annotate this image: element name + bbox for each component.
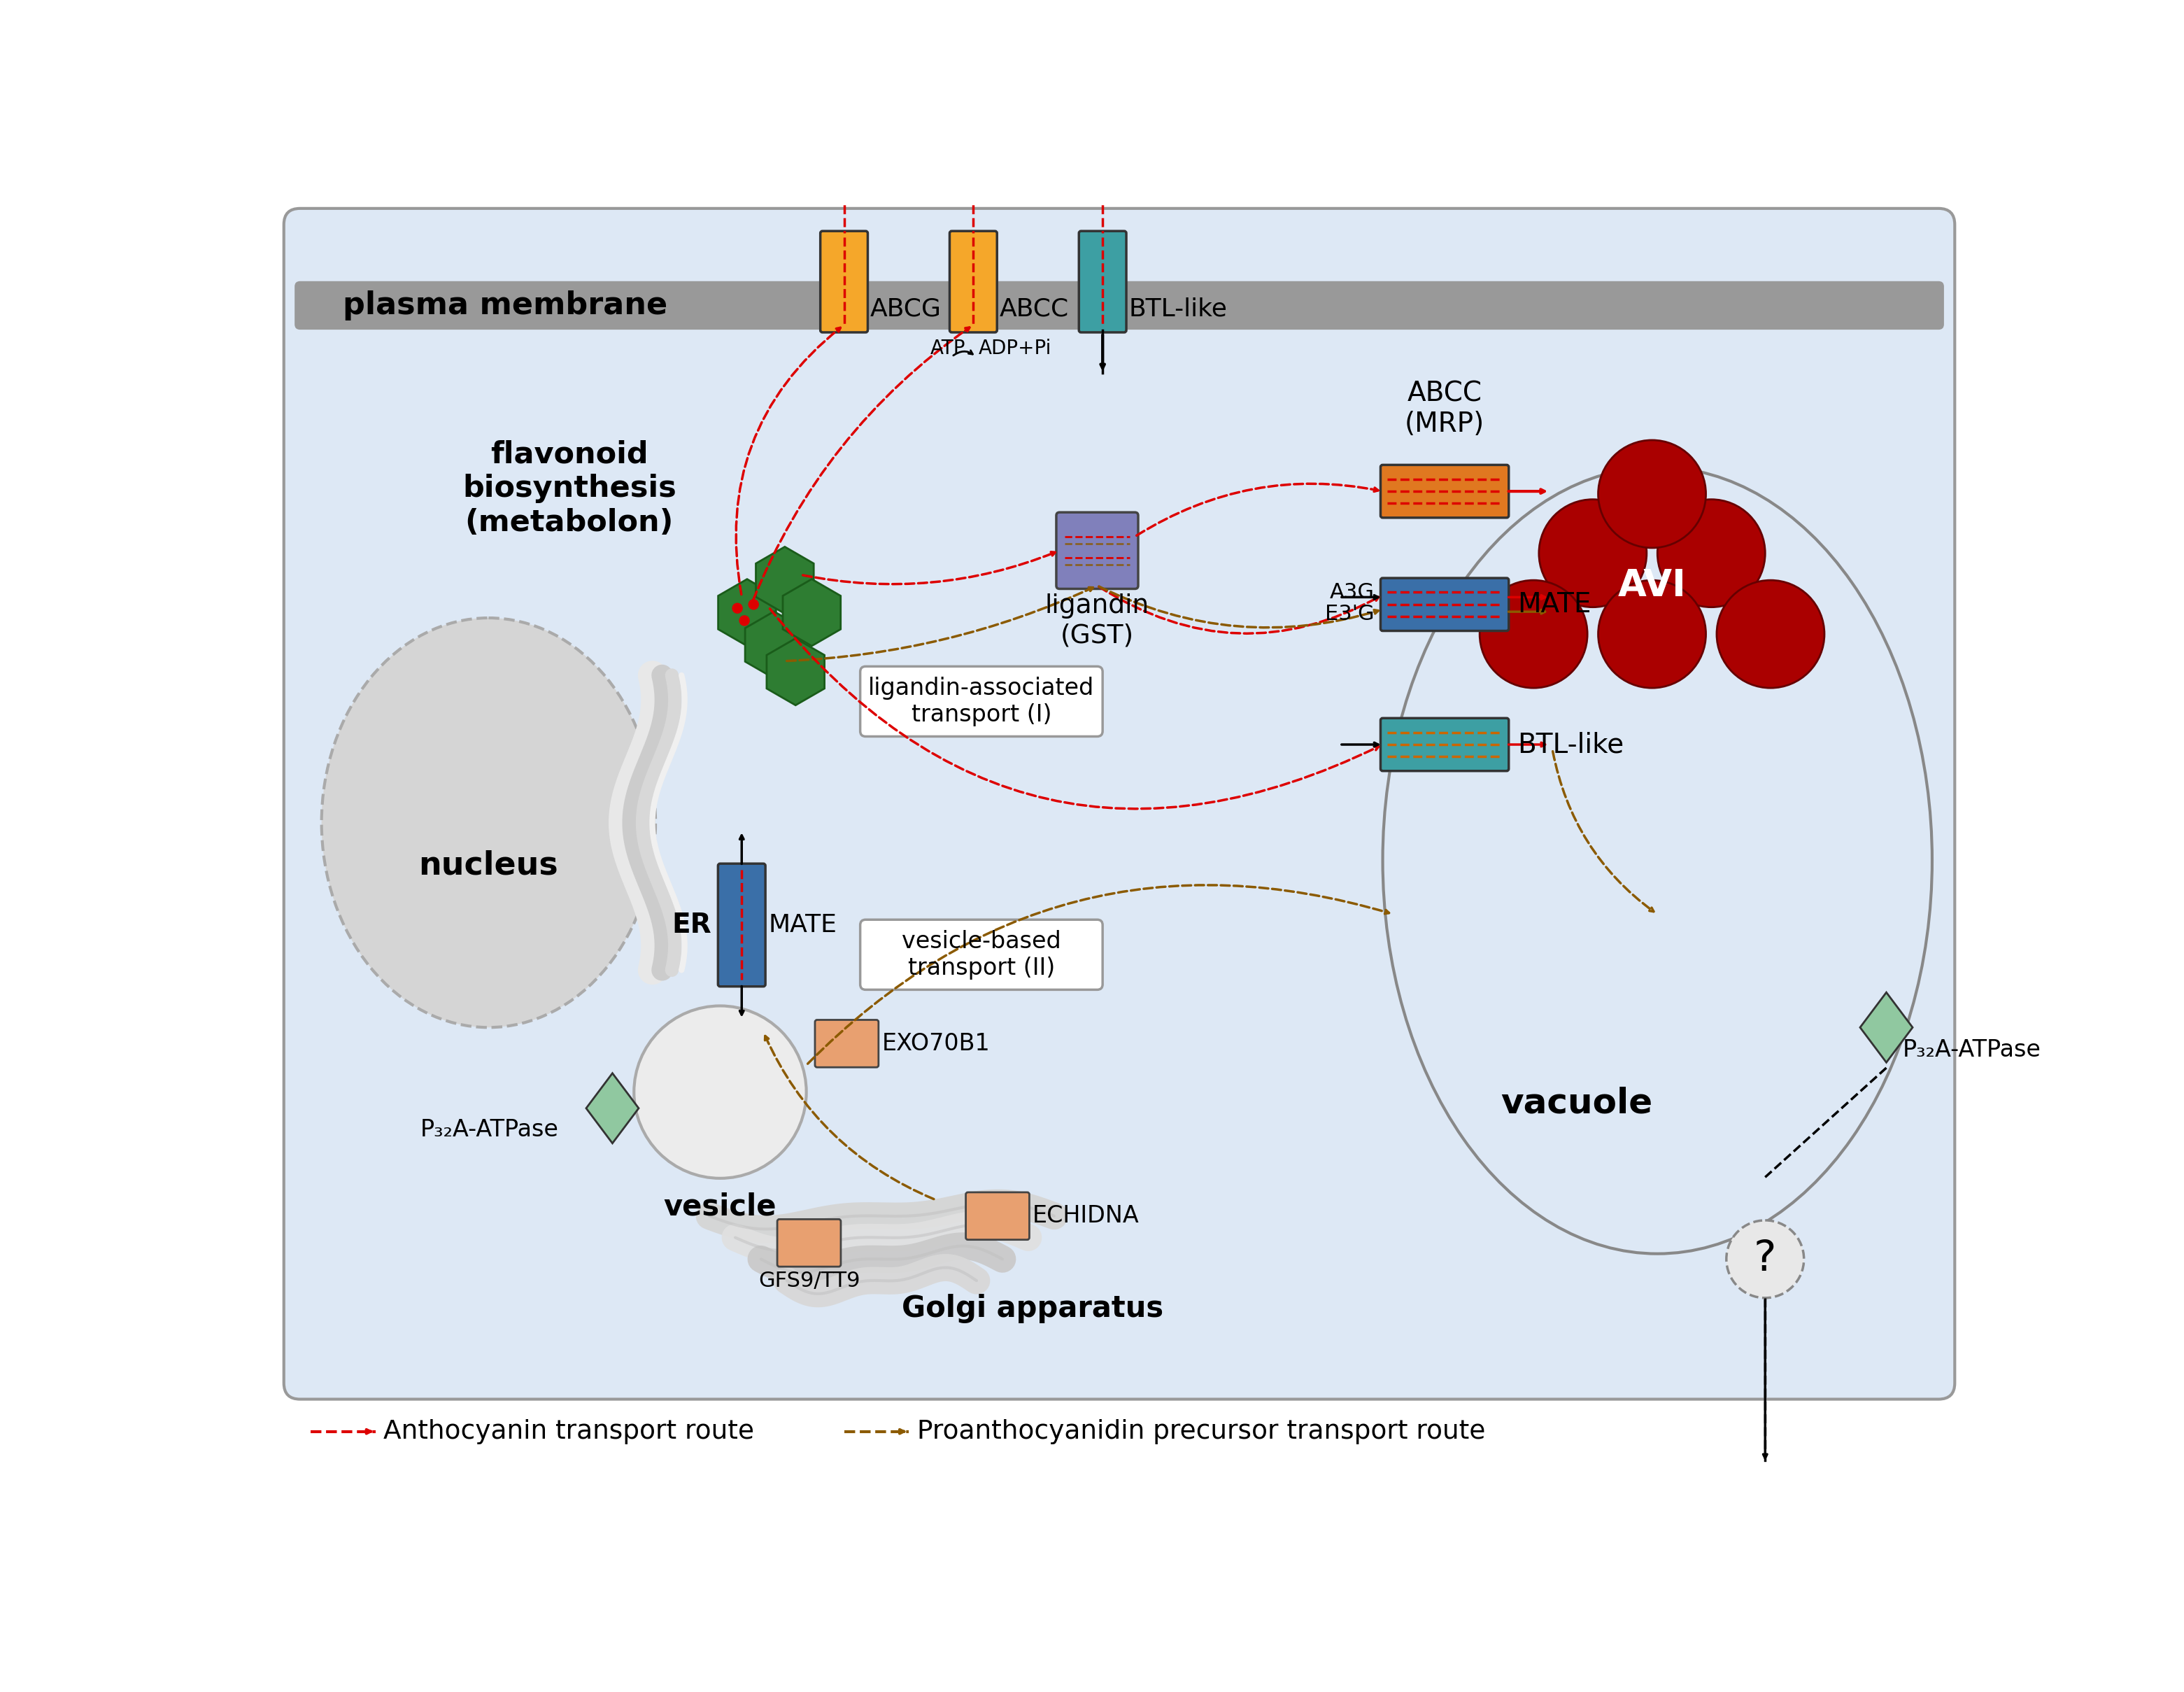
FancyBboxPatch shape — [719, 863, 764, 986]
Text: ADP+Pi: ADP+Pi — [978, 338, 1053, 359]
Circle shape — [732, 602, 743, 614]
Text: ligandin-associated
transport (I): ligandin-associated transport (I) — [869, 677, 1094, 726]
Circle shape — [1717, 580, 1824, 689]
Ellipse shape — [1382, 467, 1933, 1254]
FancyBboxPatch shape — [1380, 717, 1509, 772]
Circle shape — [749, 599, 760, 609]
Text: AVI: AVI — [1618, 567, 1686, 604]
FancyBboxPatch shape — [284, 208, 1955, 1399]
Text: Anthocyanin transport route: Anthocyanin transport route — [384, 1420, 753, 1443]
Text: E3'G: E3'G — [1326, 604, 1374, 624]
Circle shape — [1658, 499, 1765, 607]
Text: nucleus: nucleus — [419, 849, 559, 882]
Polygon shape — [719, 579, 775, 646]
FancyBboxPatch shape — [965, 1193, 1029, 1240]
Text: A3G: A3G — [1330, 582, 1374, 602]
Circle shape — [738, 616, 749, 626]
Text: vesicle: vesicle — [664, 1191, 778, 1222]
FancyBboxPatch shape — [295, 281, 1944, 330]
Text: ?: ? — [1754, 1239, 1776, 1279]
Polygon shape — [782, 579, 841, 646]
Circle shape — [1481, 580, 1588, 689]
Text: flavonoid
biosynthesis
(metabolon): flavonoid biosynthesis (metabolon) — [463, 440, 677, 538]
FancyBboxPatch shape — [950, 232, 998, 332]
Text: ATP: ATP — [930, 338, 965, 359]
Text: ABCC
(MRP): ABCC (MRP) — [1404, 381, 1485, 438]
Text: Proanthocyanidin precursor transport route: Proanthocyanidin precursor transport rou… — [917, 1420, 1485, 1443]
Circle shape — [1540, 499, 1647, 607]
Polygon shape — [1861, 993, 1913, 1063]
FancyBboxPatch shape — [821, 232, 867, 332]
Text: ER: ER — [673, 912, 712, 939]
FancyBboxPatch shape — [860, 667, 1103, 736]
FancyBboxPatch shape — [1380, 465, 1509, 518]
Ellipse shape — [321, 618, 655, 1027]
Circle shape — [633, 1005, 806, 1178]
Circle shape — [1599, 580, 1706, 689]
Polygon shape — [585, 1073, 638, 1144]
Text: MATE: MATE — [1518, 591, 1592, 618]
FancyBboxPatch shape — [860, 920, 1103, 990]
FancyBboxPatch shape — [1057, 513, 1138, 589]
Text: ligandin
(GST): ligandin (GST) — [1046, 594, 1149, 648]
Text: BTL-like: BTL-like — [1129, 298, 1227, 321]
Text: ECHIDNA: ECHIDNA — [1033, 1205, 1140, 1228]
Polygon shape — [767, 638, 826, 706]
Text: MATE: MATE — [769, 914, 836, 937]
Circle shape — [1599, 440, 1706, 548]
Text: ABCC: ABCC — [998, 298, 1068, 321]
Text: P₃₂A-ATPase: P₃₂A-ATPase — [419, 1118, 559, 1142]
Text: vacuole: vacuole — [1500, 1086, 1653, 1120]
Text: ABCG: ABCG — [869, 298, 941, 321]
Polygon shape — [745, 611, 804, 678]
Text: P₃₂A-ATPase: P₃₂A-ATPase — [1902, 1039, 2040, 1061]
Text: GFS9/TT9: GFS9/TT9 — [758, 1271, 860, 1291]
Text: plasma membrane: plasma membrane — [343, 291, 668, 320]
FancyBboxPatch shape — [1079, 232, 1127, 332]
Text: BTL-like: BTL-like — [1518, 731, 1625, 758]
FancyBboxPatch shape — [815, 1020, 878, 1068]
Text: EXO70B1: EXO70B1 — [882, 1032, 989, 1056]
Text: vesicle-based
transport (II): vesicle-based transport (II) — [902, 931, 1061, 980]
FancyBboxPatch shape — [1380, 579, 1509, 631]
FancyBboxPatch shape — [778, 1220, 841, 1267]
Text: Golgi apparatus: Golgi apparatus — [902, 1294, 1164, 1323]
Circle shape — [1725, 1220, 1804, 1298]
Polygon shape — [756, 547, 815, 614]
